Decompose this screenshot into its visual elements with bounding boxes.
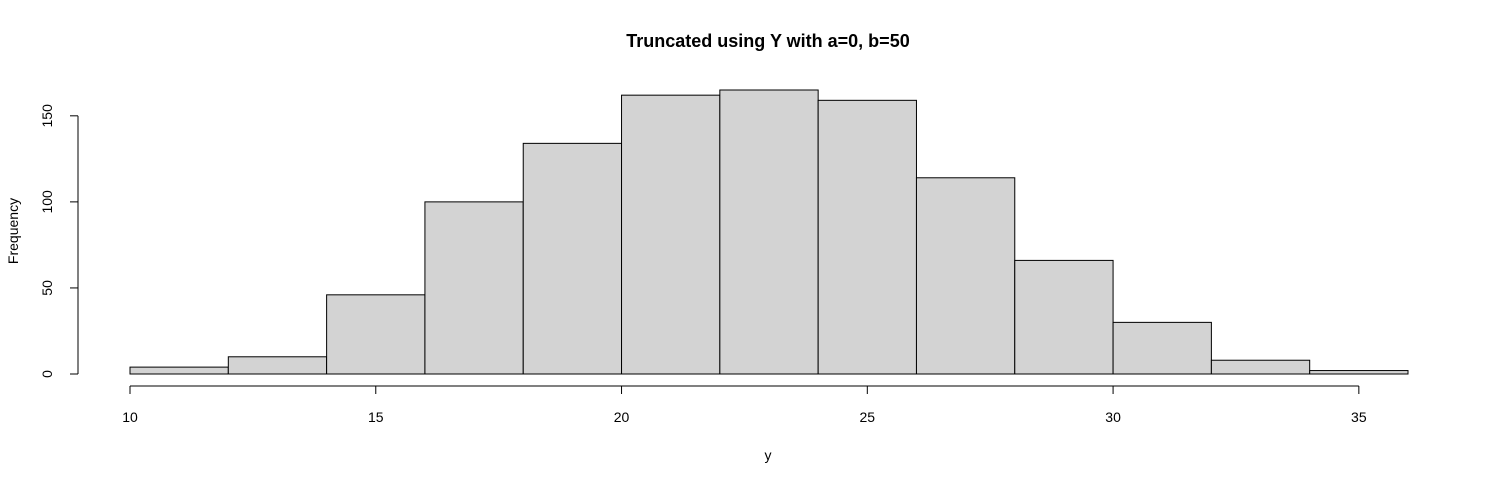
y-tick-label-50: 50 [39,280,55,296]
x-tick-label-35: 35 [1351,409,1367,425]
x-tick-label-10: 10 [122,409,138,425]
y-tick-label-0: 0 [39,370,55,378]
histogram-bar-1 [227,356,328,375]
histogram-bar-3 [424,201,524,375]
histogram-bar-5 [621,94,721,375]
histogram-bar-0 [129,366,229,375]
histogram-bar-6 [719,89,819,375]
y-axis: 0 50 100 150 [39,104,79,378]
histogram-bar-7 [817,99,917,375]
histogram-bar-2 [326,294,426,375]
histogram-bar-11 [1210,359,1311,375]
x-tick-label-20: 20 [614,409,630,425]
histogram-bar-4 [522,142,623,375]
histogram-bar-9 [1014,259,1114,375]
histogram-bar-12 [1309,370,1409,375]
chart-title: Truncated using Y with a=0, b=50 [626,31,909,51]
histogram-bar-8 [915,177,1016,375]
x-tick-label-25: 25 [860,409,876,425]
histogram-bars [129,89,1409,375]
x-tick-label-15: 15 [368,409,384,425]
x-axis: 10 15 20 25 30 35 [122,385,1367,425]
histogram-bar-10 [1112,321,1212,375]
y-tick-label-150: 150 [39,104,55,128]
y-axis-label: Frequency [5,198,21,264]
y-tick-label-100: 100 [39,190,55,214]
x-tick-label-30: 30 [1105,409,1121,425]
x-axis-label: y [765,447,772,463]
